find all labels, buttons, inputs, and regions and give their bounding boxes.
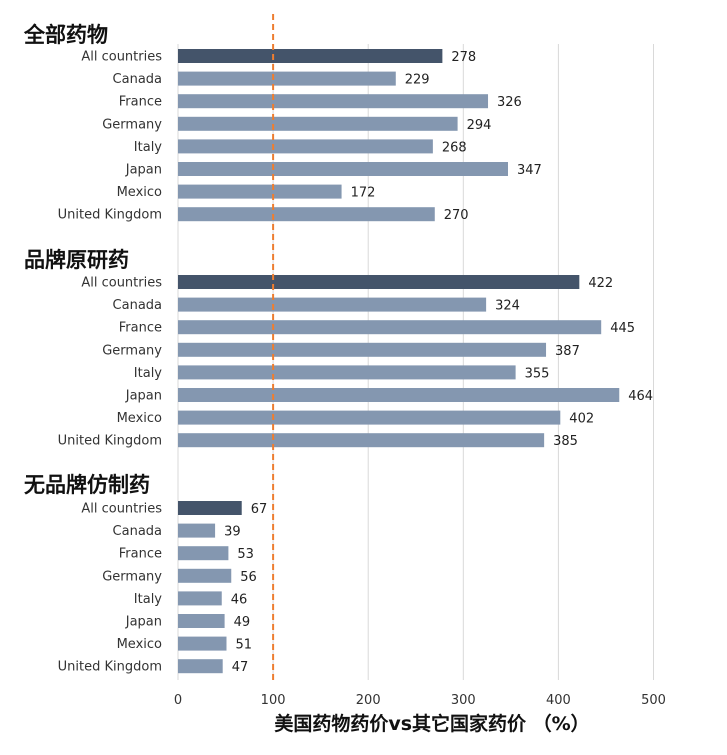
category-label: Mexico [117, 637, 162, 652]
data-label: 229 [405, 73, 430, 88]
data-label: 294 [467, 118, 492, 133]
data-label: 387 [555, 344, 580, 359]
x-tick-label: 100 [261, 693, 286, 708]
group-title: 全部药物 [23, 23, 108, 47]
data-label: 385 [553, 434, 578, 449]
category-label: Mexico [117, 411, 162, 426]
bar [178, 139, 433, 154]
category-label: Germany [102, 343, 162, 358]
category-label: Mexico [117, 185, 162, 200]
bar [178, 614, 225, 628]
bar [178, 568, 232, 583]
data-label: 422 [588, 276, 613, 291]
data-label: 46 [231, 592, 248, 607]
data-label: 268 [442, 140, 467, 155]
category-label: All countries [81, 502, 162, 517]
data-label: 270 [444, 208, 469, 223]
category-label: France [119, 321, 162, 336]
data-label: 56 [240, 570, 257, 585]
bar [178, 591, 222, 606]
data-label: 49 [234, 615, 251, 630]
x-axis-title: 美国药物药价vs其它国家药价 （%） [274, 712, 589, 735]
data-label: 278 [451, 50, 476, 65]
category-label: Canada [113, 298, 162, 313]
bar [178, 410, 561, 425]
category-label: Japan [125, 615, 162, 630]
category-label: France [119, 547, 162, 562]
bar [178, 162, 508, 176]
category-label: Germany [102, 569, 162, 584]
data-label: 445 [610, 321, 635, 336]
bar [178, 116, 458, 131]
data-label: 355 [525, 366, 550, 381]
category-label: Italy [134, 140, 163, 155]
group-title: 无品牌仿制药 [24, 473, 150, 497]
category-label: Italy [134, 592, 163, 607]
data-label: 53 [237, 547, 254, 562]
bar [178, 433, 545, 448]
category-label: Japan [125, 389, 162, 404]
bar [178, 546, 229, 561]
group-title: 品牌原研药 [24, 248, 129, 272]
bar [178, 94, 489, 109]
bar [178, 297, 487, 312]
x-tick-label: 200 [356, 693, 381, 708]
data-label: 326 [497, 95, 522, 110]
data-label: 347 [517, 163, 542, 178]
x-tick-label: 500 [641, 693, 666, 708]
x-tick-label: 0 [174, 693, 182, 708]
bar [178, 49, 443, 63]
bar [178, 184, 342, 199]
category-label: Canada [113, 524, 162, 539]
bar [178, 388, 620, 402]
category-label: All countries [81, 50, 162, 65]
category-label: All countries [81, 276, 162, 291]
x-tick-label: 300 [451, 693, 476, 708]
bar [178, 275, 580, 289]
category-label: Canada [113, 72, 162, 87]
category-label: United Kingdom [58, 660, 162, 675]
data-label: 464 [628, 389, 653, 404]
bar [178, 523, 216, 538]
bar [178, 207, 435, 222]
bar [178, 659, 223, 674]
bar [178, 71, 396, 86]
data-label: 67 [251, 502, 268, 517]
data-label: 402 [569, 412, 594, 427]
category-label: Italy [134, 366, 163, 381]
bar [178, 320, 602, 335]
data-label: 39 [224, 525, 241, 540]
data-label: 51 [236, 638, 253, 653]
data-label: 172 [351, 186, 376, 201]
category-label: France [119, 95, 162, 110]
x-tick-label: 400 [546, 693, 571, 708]
bar [178, 365, 516, 380]
bar [178, 636, 227, 651]
category-label: Japan [125, 163, 162, 178]
category-label: United Kingdom [58, 434, 162, 449]
category-label: Germany [102, 117, 162, 132]
category-label: United Kingdom [58, 208, 162, 223]
bar [178, 342, 547, 357]
data-label: 324 [495, 299, 520, 314]
data-label: 47 [232, 660, 249, 675]
bar [178, 501, 242, 515]
